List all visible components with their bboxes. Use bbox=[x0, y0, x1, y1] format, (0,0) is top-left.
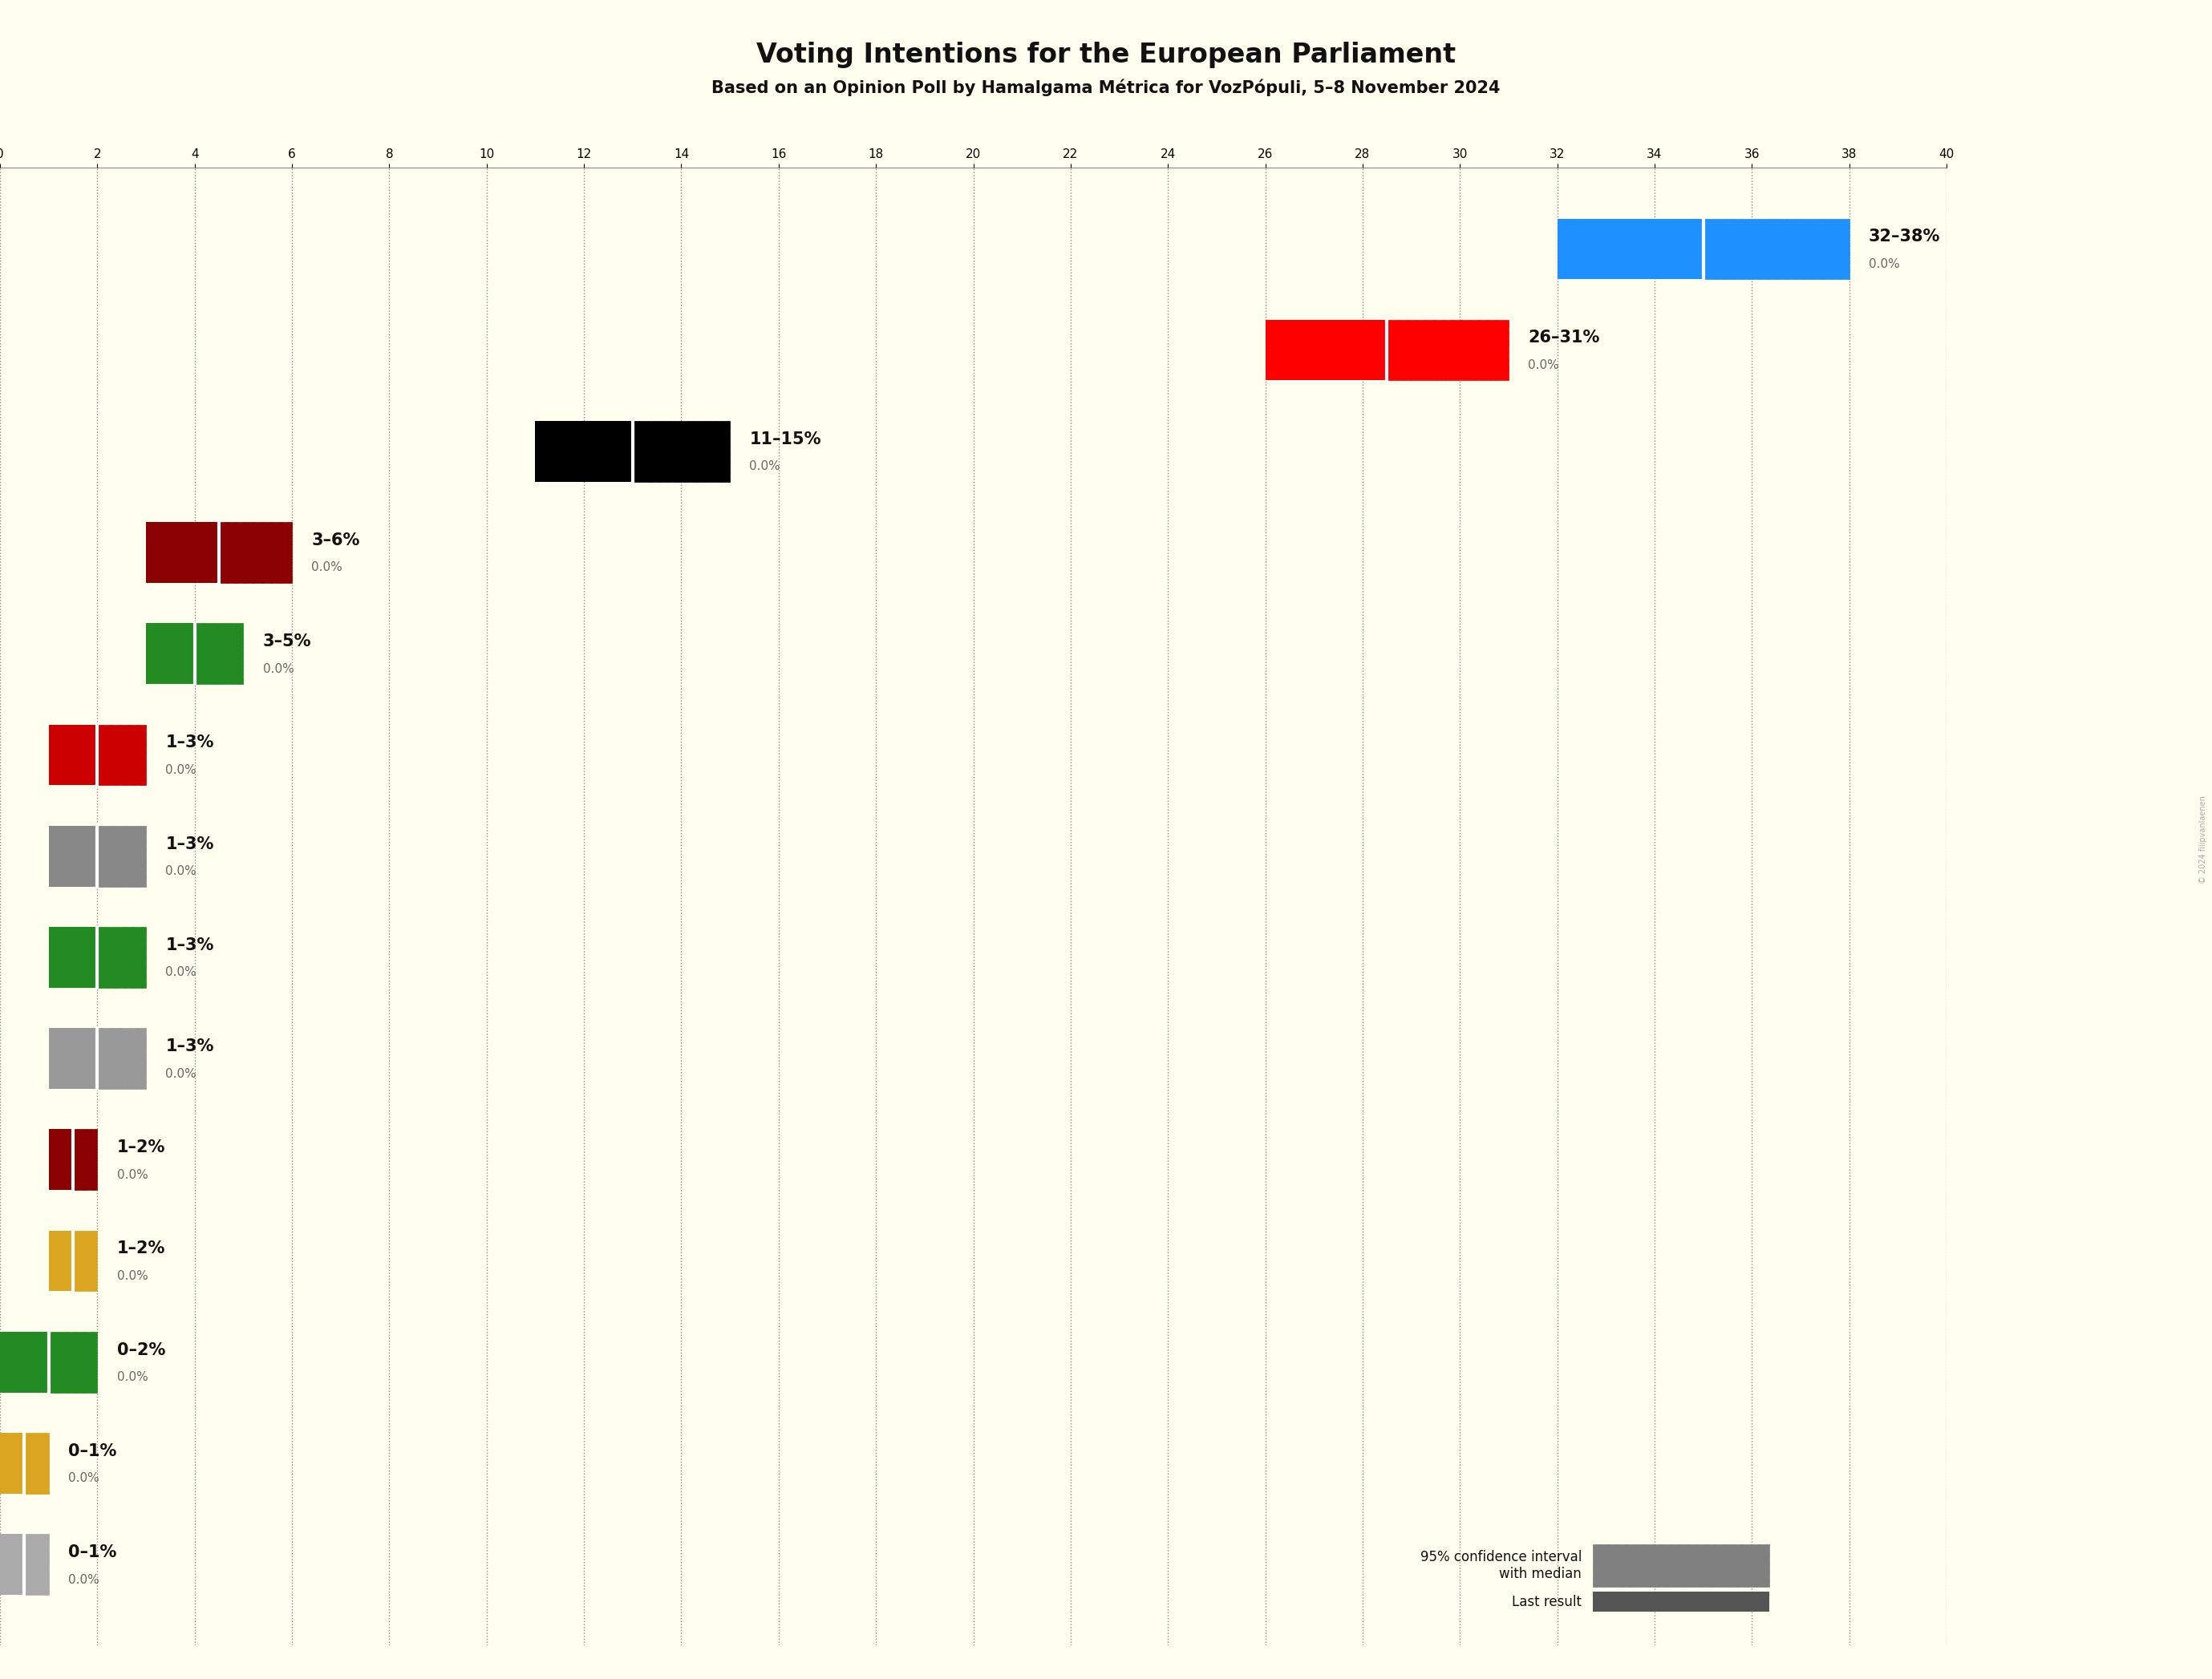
Text: 32–38%: 32–38% bbox=[1869, 228, 1940, 245]
Text: 0.0%: 0.0% bbox=[166, 967, 197, 979]
Bar bbox=[49, 1130, 73, 1190]
Bar bbox=[0, 1331, 49, 1392]
Text: 0–1%: 0–1% bbox=[69, 1442, 117, 1459]
Bar bbox=[195, 623, 243, 683]
Bar bbox=[49, 1331, 97, 1392]
Text: 95% confidence interval
with median: 95% confidence interval with median bbox=[1420, 1550, 1582, 1582]
Bar bbox=[0, 1432, 24, 1494]
Text: 1–3%: 1–3% bbox=[166, 1038, 215, 1054]
Text: 1–3%: 1–3% bbox=[166, 937, 215, 954]
Bar bbox=[24, 1432, 49, 1494]
Bar bbox=[219, 522, 292, 583]
Bar bbox=[1557, 218, 1703, 279]
Bar bbox=[1265, 319, 1387, 381]
Bar bbox=[97, 725, 146, 786]
Text: 0.0%: 0.0% bbox=[117, 1269, 148, 1283]
Text: 0.0%: 0.0% bbox=[312, 562, 343, 574]
Text: Based on an Opinion Poll by Hamalgama Métrica for VozPópuli, 5–8 November 2024: Based on an Opinion Poll by Hamalgama Mé… bbox=[712, 79, 1500, 96]
Text: 3–5%: 3–5% bbox=[263, 633, 312, 650]
Bar bbox=[73, 1231, 97, 1291]
Text: Voting Intentions for the European Parliament: Voting Intentions for the European Parli… bbox=[757, 42, 1455, 69]
Bar bbox=[49, 927, 97, 987]
Text: 1–3%: 1–3% bbox=[166, 735, 215, 751]
Text: 0.0%: 0.0% bbox=[117, 1169, 148, 1180]
Bar bbox=[49, 826, 97, 887]
Text: 0.0%: 0.0% bbox=[166, 1068, 197, 1080]
Bar bbox=[24, 1535, 49, 1595]
Bar bbox=[73, 1130, 97, 1190]
Text: 0.0%: 0.0% bbox=[750, 460, 781, 472]
Text: 0.0%: 0.0% bbox=[263, 663, 294, 675]
Text: 26–31%: 26–31% bbox=[1528, 329, 1599, 346]
Text: 11–15%: 11–15% bbox=[750, 432, 821, 447]
Text: 0–2%: 0–2% bbox=[117, 1342, 166, 1358]
Text: 1–3%: 1–3% bbox=[166, 836, 215, 851]
Text: 0.0%: 0.0% bbox=[1869, 259, 1900, 270]
Bar bbox=[1703, 218, 1849, 279]
Bar bbox=[146, 522, 219, 583]
Text: 0–1%: 0–1% bbox=[69, 1545, 117, 1560]
Text: 0.0%: 0.0% bbox=[117, 1372, 148, 1383]
Bar bbox=[97, 927, 146, 987]
Text: © 2024 filipvanlaenen: © 2024 filipvanlaenen bbox=[2199, 796, 2208, 883]
Text: 3–6%: 3–6% bbox=[312, 532, 361, 549]
Bar bbox=[49, 1231, 73, 1291]
Text: 0.0%: 0.0% bbox=[166, 764, 197, 776]
Text: 1–2%: 1–2% bbox=[117, 1241, 166, 1258]
Text: 0.0%: 0.0% bbox=[1528, 359, 1559, 371]
Bar bbox=[535, 421, 633, 482]
Text: Last result: Last result bbox=[1511, 1595, 1582, 1608]
Text: 1–2%: 1–2% bbox=[117, 1140, 166, 1155]
Bar bbox=[0, 1535, 24, 1595]
Bar bbox=[97, 1028, 146, 1088]
Bar bbox=[146, 623, 195, 683]
Bar bbox=[49, 1028, 97, 1088]
Bar bbox=[97, 826, 146, 887]
Text: 0.0%: 0.0% bbox=[69, 1472, 100, 1484]
Text: 0.0%: 0.0% bbox=[166, 865, 197, 876]
Bar bbox=[1387, 319, 1509, 381]
Bar bbox=[49, 725, 97, 786]
Bar bbox=[633, 421, 730, 482]
Text: 0.0%: 0.0% bbox=[69, 1573, 100, 1585]
